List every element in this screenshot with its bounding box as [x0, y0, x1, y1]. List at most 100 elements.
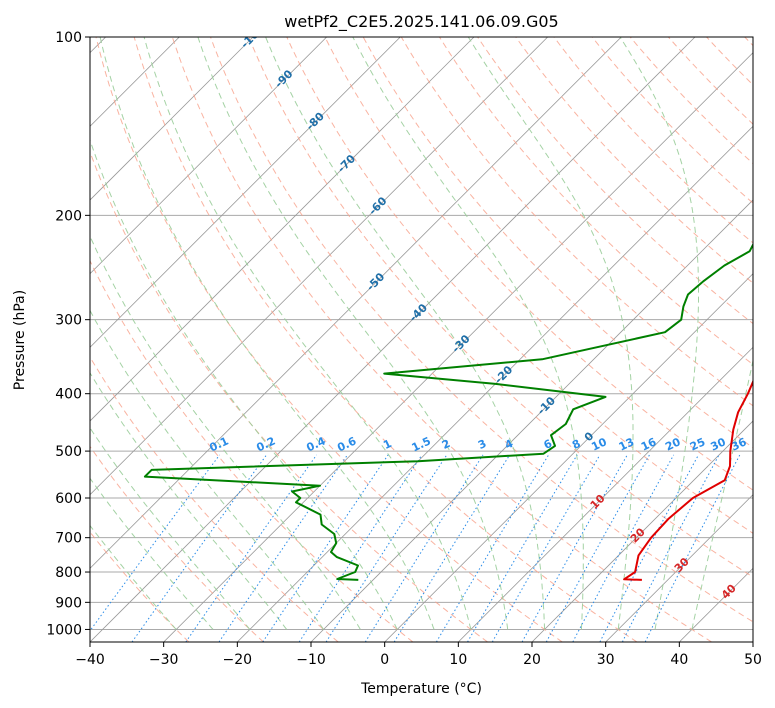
- mixing-ratio-line: [393, 454, 511, 642]
- isotherm-label: -90: [272, 67, 295, 90]
- moist-adiabat-line: [90, 477, 214, 630]
- y-tick-label: 200: [55, 208, 82, 224]
- y-tick-label: 400: [55, 387, 82, 403]
- dry-adiabat-line: [90, 150, 488, 642]
- y-tick-label: 500: [55, 444, 82, 460]
- moist-adiabat-line: [352, 37, 584, 630]
- moist-adiabat-line: [99, 37, 435, 630]
- dry-adiabat-line: [668, 37, 753, 125]
- y-tick-label: 800: [55, 565, 82, 581]
- dry-adiabat-line: [438, 37, 753, 366]
- isotherm-label: -80: [304, 109, 327, 132]
- dry-adiabat-line: [171, 37, 712, 642]
- temperature-profile: [623, 379, 753, 581]
- mixing-ratio-line: [364, 454, 484, 642]
- y-tick-label: 600: [55, 491, 82, 507]
- dewpoint-profile: [143, 242, 753, 581]
- mixing-ratio-line: [467, 454, 578, 642]
- mixing-ratio-label: 20: [663, 435, 683, 453]
- isotherm-line: [531, 420, 753, 642]
- x-axis-label: Temperature (°C): [360, 681, 482, 697]
- isotherm-line: [163, 52, 753, 642]
- x-tick-label: 40: [670, 652, 688, 668]
- moist-adiabat-line: [90, 138, 398, 630]
- mixing-ratio-label: 8: [570, 437, 582, 452]
- moist-adiabat-line: [90, 371, 288, 630]
- isotherm-label: -50: [364, 270, 387, 293]
- dry-adiabat-line: [477, 37, 753, 325]
- mixing-ratio-line: [572, 454, 675, 642]
- dry-adiabat-line: [706, 37, 753, 86]
- mixing-ratio-label: 2: [440, 437, 452, 452]
- mixing-ratio-line: [599, 454, 699, 642]
- mixing-ratio-line: [325, 454, 448, 642]
- x-tick-label: −20: [223, 652, 253, 668]
- mixing-ratio-line: [644, 454, 741, 642]
- mixing-ratio-label: 25: [688, 435, 707, 453]
- moist-adiabat-line: [90, 309, 324, 630]
- isotherm-label: 10: [588, 492, 608, 512]
- isotherm-label: -10: [535, 394, 558, 417]
- y-tick-label: 100: [55, 30, 82, 46]
- mixing-ratio-label: 13: [617, 435, 636, 453]
- y-tick-label: 1000: [46, 622, 82, 638]
- isotherm-line: [458, 346, 753, 642]
- moist-adiabat-line: [197, 37, 509, 630]
- x-tick-label: −30: [149, 652, 179, 668]
- dry-adiabat-line: [133, 37, 638, 642]
- mixing-ratio-line: [262, 454, 389, 642]
- dry-adiabat-line: [90, 356, 339, 642]
- isotherm-line: [90, 37, 696, 642]
- moist-adiabat-line: [467, 37, 634, 630]
- dry-adiabat-line: [95, 37, 563, 642]
- isotherm-label: -40: [407, 301, 430, 324]
- plot-frame: [89, 36, 754, 643]
- dry-adiabat-line: [515, 37, 753, 284]
- chart-title: wetPf2_C2E5.2025.141.06.09.G05: [284, 12, 558, 32]
- isotherm-line: [90, 37, 548, 496]
- dry-adiabat-line: [248, 37, 753, 578]
- x-tick-label: −10: [296, 652, 326, 668]
- y-axis-label: Pressure (hPa): [12, 290, 28, 390]
- isotherm-line: [752, 641, 753, 642]
- moist-adiabat-line: [90, 427, 251, 630]
- moist-adiabat-line: [143, 37, 472, 630]
- isotherm-label: -60: [366, 194, 389, 217]
- dry-adiabat-line: [90, 531, 190, 642]
- isotherm-line: [605, 494, 753, 642]
- x-tick-label: 30: [597, 652, 615, 668]
- dry-adiabat-line: [744, 37, 753, 47]
- mixing-ratio-label: 3: [476, 437, 488, 452]
- mixing-ratio-line: [298, 454, 423, 642]
- isotherm-line: [90, 37, 327, 275]
- isotherm-line: [679, 567, 753, 642]
- mixing-ratio-line: [218, 454, 348, 642]
- dry-adiabat-line: [286, 37, 753, 534]
- isotherm-line: [237, 125, 753, 642]
- dry-adiabat-line: [553, 37, 753, 244]
- dry-adiabat-line: [400, 37, 753, 407]
- y-tick-label: 700: [55, 531, 82, 547]
- isotherm-label: -30: [449, 332, 472, 355]
- mixing-ratio-label: 16: [639, 435, 659, 453]
- mixing-ratio-line: [435, 454, 550, 642]
- x-tick-label: 20: [523, 652, 541, 668]
- x-tick-label: −40: [75, 652, 105, 668]
- mixing-ratio-label: 10: [589, 435, 609, 453]
- mixing-ratio-line: [90, 454, 220, 632]
- isotherm-label: 20: [628, 525, 648, 545]
- moist-adiabat-line: [691, 358, 753, 630]
- mixing-ratio-label: 30: [708, 435, 728, 453]
- y-tick-label: 900: [55, 595, 82, 611]
- dry-adiabat-line: [629, 37, 753, 165]
- mixing-ratio-label: 1: [381, 437, 393, 452]
- dry-adiabat-line: [591, 37, 753, 204]
- mixing-ratio-label: 36: [729, 435, 749, 453]
- isotherm-line: [90, 37, 475, 422]
- x-tick-label: 0: [380, 652, 389, 668]
- mixing-ratio-line: [621, 454, 720, 642]
- x-tick-label: 10: [449, 652, 467, 668]
- isotherm-label: 40: [719, 582, 739, 602]
- isotherm-line: [90, 37, 622, 569]
